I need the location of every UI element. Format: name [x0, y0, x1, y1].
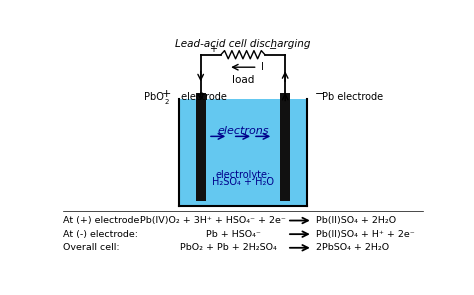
Text: I: I [261, 62, 264, 72]
Text: 2PbSO₄ + 2H₂O: 2PbSO₄ + 2H₂O [316, 243, 390, 252]
Text: −: − [315, 89, 324, 99]
Text: −: − [269, 44, 277, 54]
Text: PbO: PbO [144, 92, 164, 102]
Text: electrons: electrons [217, 126, 269, 136]
Text: +: + [209, 44, 217, 54]
Text: load: load [232, 75, 254, 85]
Text: Pb + HSO₄⁻: Pb + HSO₄⁻ [206, 230, 261, 239]
Text: Overall cell:: Overall cell: [63, 243, 119, 252]
Text: At (+) electrode:: At (+) electrode: [63, 216, 143, 225]
Text: Pb(IV)O₂ + 3H⁺ + HSO₄⁻ + 2e⁻: Pb(IV)O₂ + 3H⁺ + HSO₄⁻ + 2e⁻ [140, 216, 286, 225]
Text: PbO₂ + Pb + 2H₂SO₄: PbO₂ + Pb + 2H₂SO₄ [181, 243, 277, 252]
Bar [280, 93, 290, 201]
Text: H₂SO₄ + H₂O: H₂SO₄ + H₂O [212, 178, 274, 188]
Bar [196, 93, 206, 201]
Text: Lead-acid cell discharging: Lead-acid cell discharging [175, 39, 310, 49]
Text: At (-) electrode:: At (-) electrode: [63, 230, 138, 239]
Text: electrolyte:: electrolyte: [215, 170, 271, 180]
Text: +: + [162, 89, 171, 99]
Text: Pb electrode: Pb electrode [322, 92, 383, 102]
Text: Pb(II)SO₄ + 2H₂O: Pb(II)SO₄ + 2H₂O [316, 216, 397, 225]
Text: Pb(II)SO₄ + H⁺ + 2e⁻: Pb(II)SO₄ + H⁺ + 2e⁻ [316, 230, 415, 239]
Text: electrode: electrode [178, 92, 227, 102]
Text: 2: 2 [164, 99, 169, 105]
Bar [179, 99, 307, 206]
